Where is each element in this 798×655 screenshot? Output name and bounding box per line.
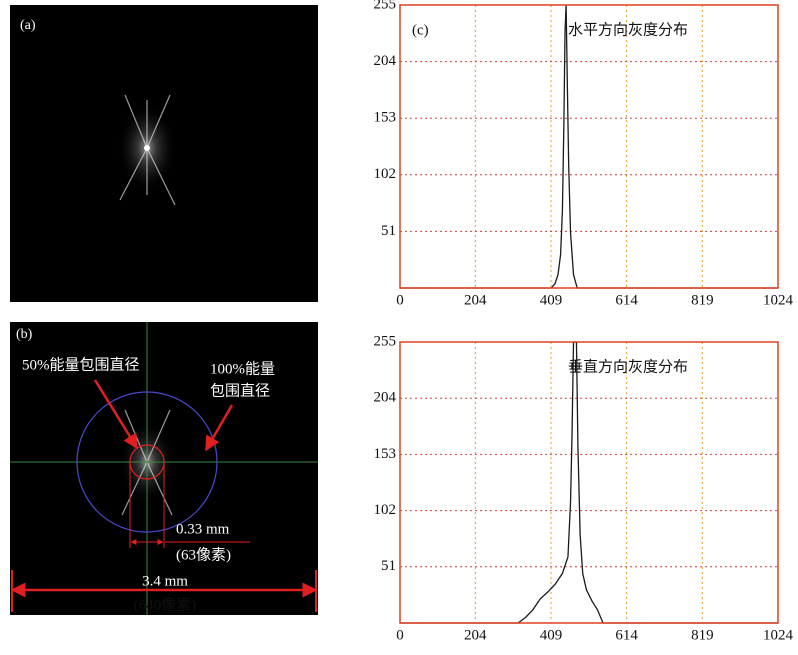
y-tick-label: 255	[374, 333, 397, 349]
y-tick-label: 153	[374, 110, 397, 126]
y-tick-label: 51	[381, 558, 396, 574]
image-a: (a)	[10, 5, 318, 302]
x-tick-label: 1024	[763, 627, 794, 643]
panel-label: (b)	[16, 327, 33, 342]
plot-area	[400, 5, 778, 288]
x-tick-label: 614	[615, 627, 638, 643]
annotation: 3.4 mm	[142, 573, 188, 589]
annotation: (640像素)	[134, 596, 197, 613]
y-tick-label: 102	[374, 502, 397, 518]
y-tick-label: 204	[374, 390, 397, 406]
x-tick-label: 819	[691, 627, 714, 643]
y-tick-label: 102	[374, 166, 397, 182]
annotation: 50%能量包围直径	[22, 356, 140, 373]
x-tick-label: 0	[396, 292, 404, 308]
x-tick-label: 0	[396, 627, 404, 643]
figure: (a) (b) 50%能量包围直径 100%能量 包围直径 0.33 mm (6…	[0, 0, 798, 650]
panel-label: (c)	[412, 22, 429, 38]
x-tick-label: 1024	[763, 292, 794, 308]
x-tick-label: 409	[540, 627, 563, 643]
x-tick-label: 614	[615, 292, 638, 308]
annotation: 包围直径	[210, 382, 270, 399]
x-tick-label: 409	[540, 292, 563, 308]
x-tick-label: 204	[464, 292, 487, 308]
annotation: 100%能量	[210, 360, 275, 377]
plot-area	[400, 342, 778, 623]
chart-title: 水平方向灰度分布	[568, 21, 688, 38]
y-tick-label: 255	[374, 0, 397, 12]
panel-label: (a)	[20, 18, 36, 33]
image-b: (b) 50%能量包围直径 100%能量 包围直径 0.33 mm (63像素)…	[10, 322, 318, 615]
annotation: (63像素)	[176, 546, 231, 563]
x-tick-label: 204	[464, 627, 487, 643]
y-tick-label: 204	[374, 53, 397, 69]
y-tick-label: 153	[374, 446, 397, 462]
y-tick-label: 51	[381, 223, 396, 239]
annotation: 0.33 mm	[176, 521, 230, 537]
x-tick-label: 819	[691, 292, 714, 308]
chart-title: 垂直方向灰度分布	[568, 358, 688, 375]
page: {"images": [ {"label": "(a)"}, {"label":…	[0, 0, 798, 655]
